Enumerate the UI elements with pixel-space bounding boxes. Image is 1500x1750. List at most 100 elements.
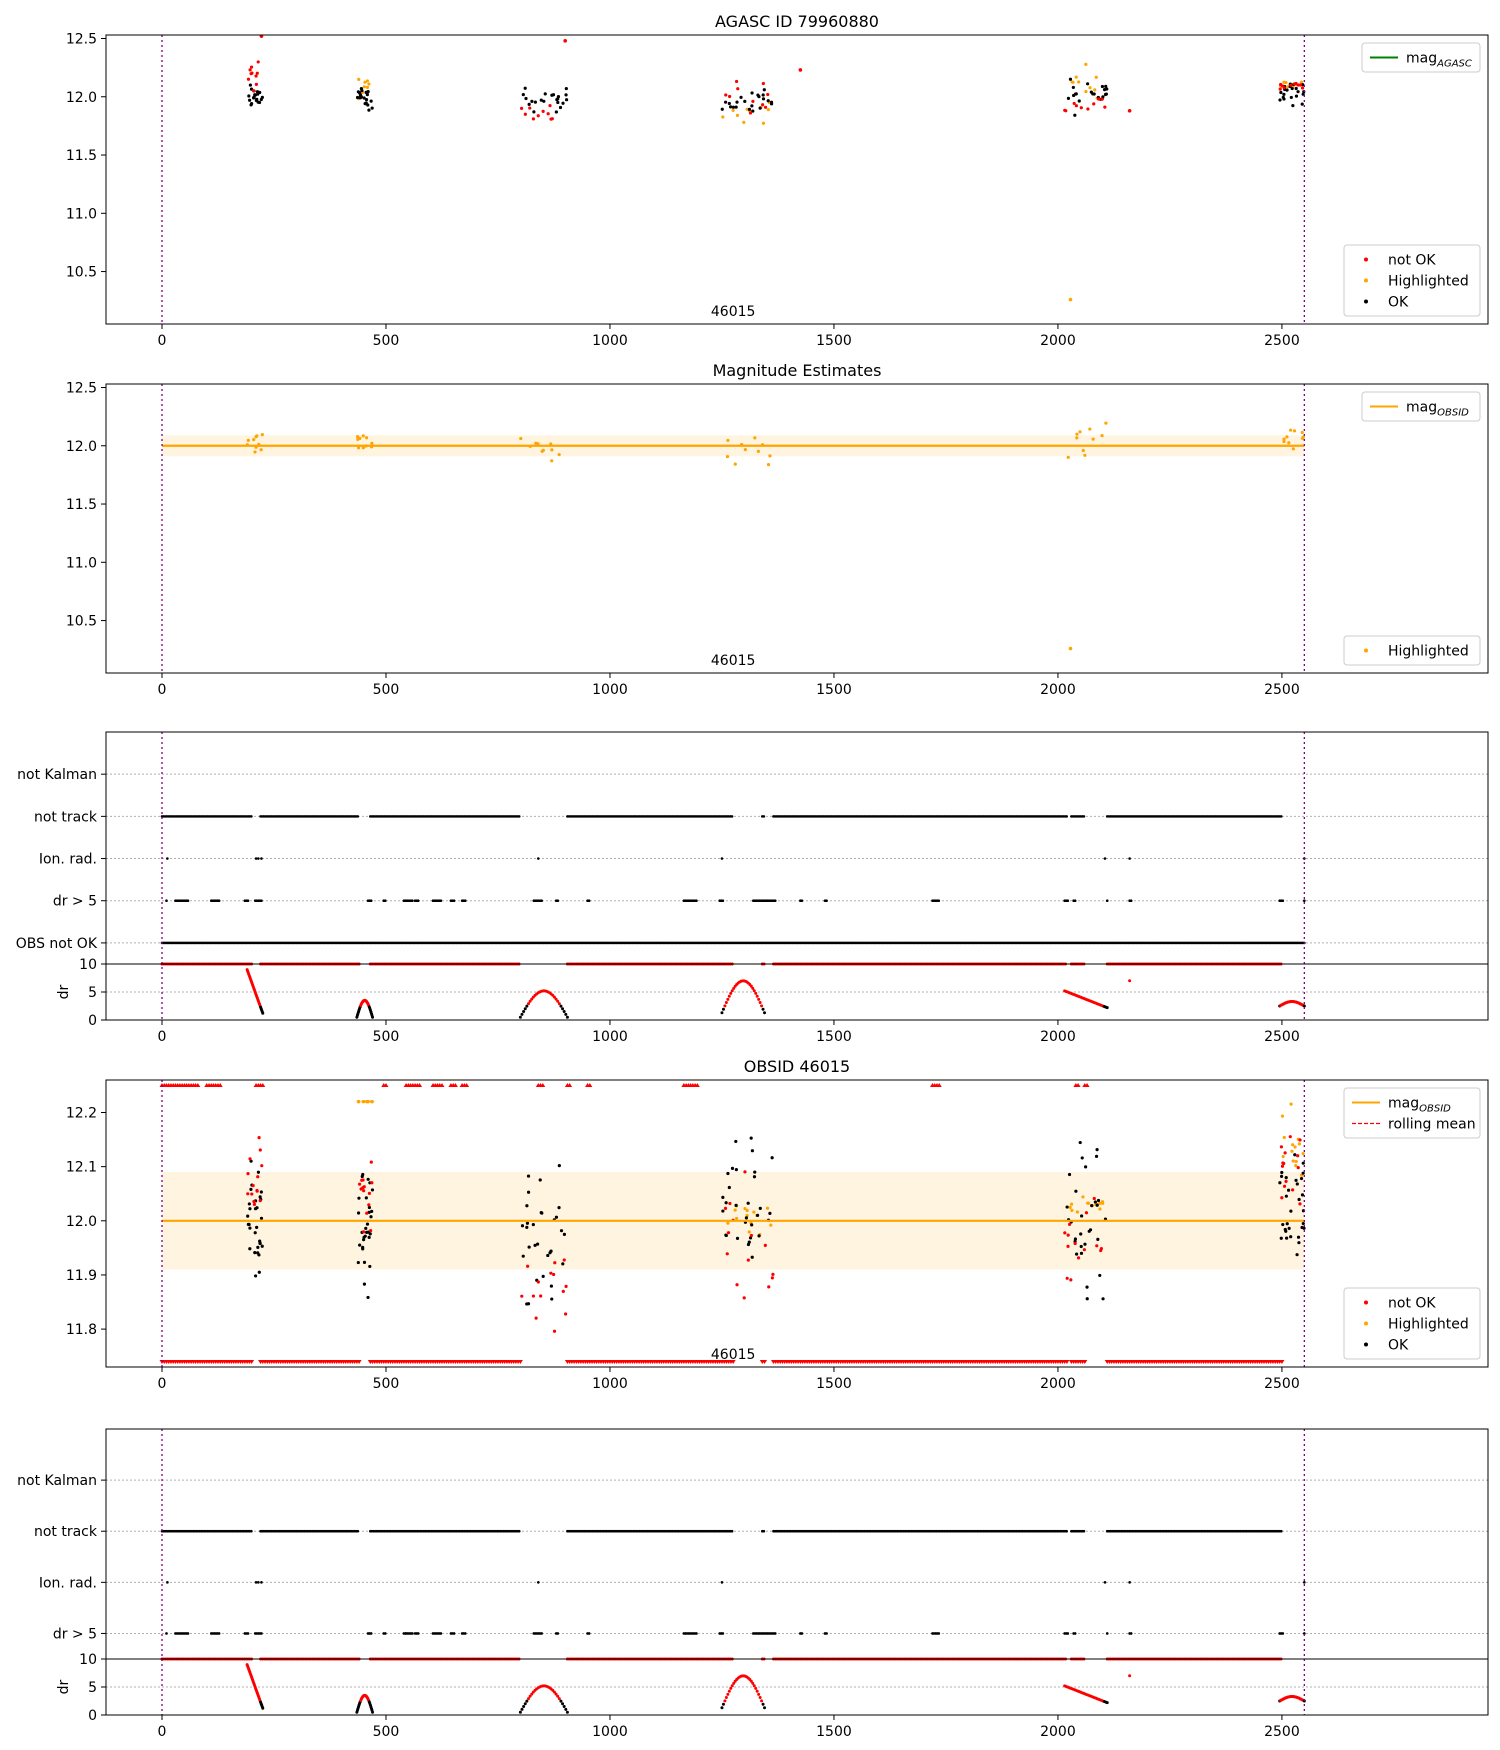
orange-point: [366, 86, 369, 89]
dr-point: [261, 1707, 264, 1710]
ok-point: [524, 87, 527, 90]
y-tick-label: 12.0: [66, 90, 97, 106]
red-point: [368, 1192, 371, 1195]
ok-point: [734, 1204, 737, 1207]
y-tick-label: 11.8: [66, 1322, 97, 1338]
ok-point: [369, 1215, 372, 1218]
red-point: [564, 1285, 567, 1288]
red-point: [537, 114, 540, 117]
not-track-point: [250, 815, 253, 818]
ok-point: [256, 101, 259, 104]
red-point: [1067, 1234, 1070, 1237]
ok-point: [254, 1274, 257, 1277]
dr5-point: [218, 1632, 221, 1635]
orange-point: [1078, 430, 1081, 433]
x-tick-label: 0: [158, 333, 167, 349]
ok-point: [1296, 1182, 1299, 1185]
ok-point: [1081, 1156, 1084, 1159]
orange-point: [365, 436, 368, 439]
ok-point: [734, 1140, 737, 1143]
ok-point: [357, 1211, 360, 1214]
dr-point: [726, 998, 729, 1001]
red-point: [360, 1179, 363, 1182]
red-point: [548, 104, 551, 107]
panel-title: OBSID 46015: [744, 1057, 850, 1076]
ok-point: [759, 107, 762, 110]
ok-point: [1072, 86, 1075, 89]
ok-point: [521, 1224, 524, 1227]
ok-point: [721, 1196, 724, 1199]
ion-rad-point: [257, 857, 260, 860]
ok-point: [253, 93, 256, 96]
ok-point: [255, 1226, 258, 1229]
ok-point: [549, 1250, 552, 1253]
legend-dot-swatch: [1364, 649, 1368, 653]
ion-rad-point: [721, 1581, 724, 1584]
red-point: [728, 95, 731, 98]
ok-point: [751, 1256, 754, 1259]
red-point: [361, 1186, 364, 1189]
ok-point: [728, 102, 731, 105]
ok-point: [768, 1212, 771, 1215]
ok-point: [534, 101, 537, 104]
red-point: [1095, 1244, 1098, 1247]
ok-point: [361, 1246, 364, 1249]
ok-point: [1068, 1173, 1071, 1176]
red-point: [1100, 98, 1103, 101]
dr-point: [522, 1010, 525, 1013]
ok-point: [367, 109, 370, 112]
dr5-point: [464, 899, 467, 902]
orange-point: [255, 434, 258, 437]
ok-point: [249, 1188, 252, 1191]
ok-point: [725, 1201, 728, 1204]
x-tick-label: 0: [158, 1029, 167, 1045]
dr-point: [722, 1008, 725, 1011]
red-point: [750, 1234, 753, 1237]
ok-point: [1285, 1237, 1288, 1240]
dr5-point: [1074, 1632, 1077, 1635]
dr-point: [759, 1001, 762, 1004]
ok-point: [1296, 90, 1299, 93]
red-point: [1283, 1185, 1286, 1188]
dr-point: [561, 1007, 564, 1010]
ok-point: [364, 102, 367, 105]
ok-point: [557, 1206, 560, 1209]
ok-point: [248, 99, 251, 102]
ok-point: [1096, 1204, 1099, 1207]
orange-point: [762, 122, 765, 125]
dr5-point: [825, 899, 828, 902]
dr-point: [729, 992, 732, 995]
dr5-point: [464, 1632, 467, 1635]
dr5-point: [937, 899, 940, 902]
orange-point: [1069, 1206, 1072, 1209]
orange-point: [1286, 85, 1289, 88]
ok-point: [1302, 1222, 1305, 1225]
ok-point: [1295, 95, 1298, 98]
orange-point: [742, 121, 745, 124]
dr5-point: [247, 899, 250, 902]
orange-point: [260, 448, 263, 451]
y-tick-label: 11.0: [66, 206, 97, 222]
ok-point: [1298, 1198, 1301, 1201]
category-label: dr > 5: [53, 1626, 97, 1642]
ok-point: [527, 1191, 530, 1194]
ok-point: [1297, 1241, 1300, 1244]
red-point: [764, 1244, 767, 1247]
red-point: [1097, 97, 1100, 100]
ok-point: [1084, 1165, 1087, 1168]
dr5-point: [247, 1632, 250, 1635]
orange-point: [732, 109, 735, 112]
ok-point: [527, 1302, 530, 1305]
ok-point: [565, 98, 568, 101]
orange-point: [1093, 88, 1096, 91]
orange-point: [1292, 447, 1295, 450]
ok-point: [1279, 91, 1282, 94]
ok-point: [724, 1233, 727, 1236]
y-tick-label: 12.1: [66, 1160, 97, 1176]
red-point: [749, 111, 752, 114]
red-point: [743, 1296, 746, 1299]
dr5-point: [774, 899, 777, 902]
ok-point: [1302, 1162, 1305, 1165]
red-point: [1280, 1196, 1283, 1199]
